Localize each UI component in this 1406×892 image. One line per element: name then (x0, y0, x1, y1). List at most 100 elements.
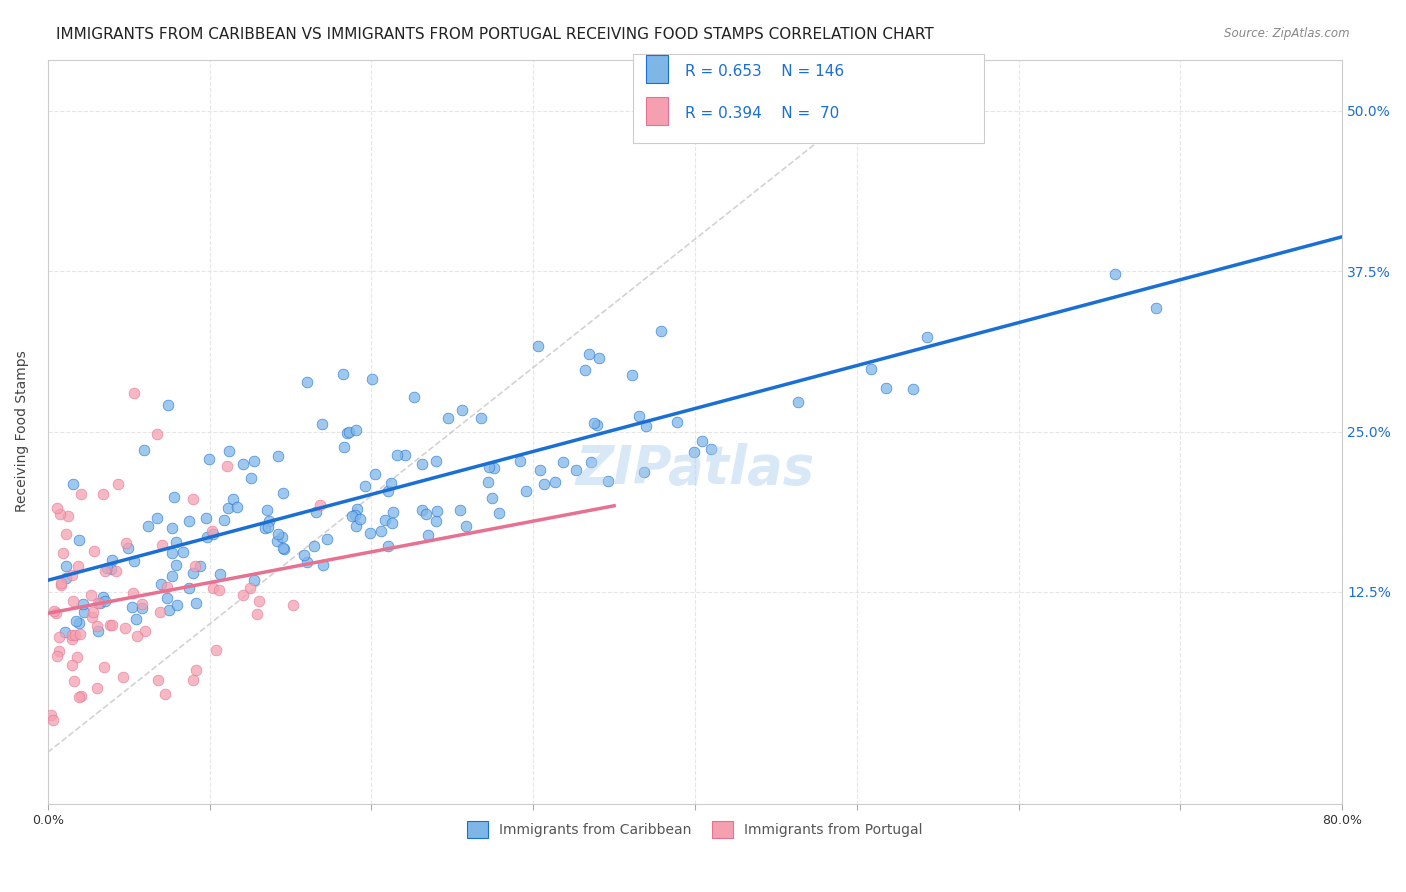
Immigrants from Caribbean (240, 471, 263, 485)
Immigrants from Portugal (55, 526, 77, 541)
Immigrants from Caribbean (343, 508, 366, 523)
Immigrants from Portugal (86, 681, 108, 696)
Immigrants from Caribbean (226, 500, 249, 514)
Immigrants from Portugal (122, 386, 145, 401)
Immigrants from Portugal (107, 476, 129, 491)
Immigrants from Portugal (63, 628, 86, 642)
Immigrants from Caribbean (381, 505, 404, 519)
Immigrants from Caribbean (509, 454, 531, 468)
Immigrants from Portugal (58, 508, 80, 523)
Immigrants from Caribbean (208, 566, 231, 581)
Immigrants from Caribbean (266, 533, 288, 548)
Immigrants from Portugal (111, 670, 134, 684)
Immigrants from Portugal (309, 498, 332, 512)
Immigrants from Caribbean (242, 573, 264, 587)
Immigrants from Portugal (42, 604, 65, 618)
Immigrants from Portugal (98, 618, 121, 632)
Immigrants from Caribbean (72, 597, 94, 611)
Immigrants from Caribbean (875, 381, 897, 395)
Immigrants from Caribbean (470, 411, 492, 425)
Immigrants from Caribbean (149, 577, 172, 591)
Immigrants from Caribbean (344, 423, 367, 437)
Immigrants from Caribbean (415, 507, 437, 521)
Immigrants from Caribbean (859, 362, 882, 376)
Immigrants from Portugal (41, 707, 63, 722)
Immigrants from Caribbean (620, 368, 643, 382)
Immigrants from Portugal (232, 588, 254, 602)
Immigrants from Caribbean (177, 514, 200, 528)
Immigrants from Portugal (202, 581, 225, 595)
Immigrants from Portugal (201, 524, 224, 539)
Immigrants from Portugal (87, 596, 110, 610)
Immigrants from Portugal (67, 690, 90, 704)
Immigrants from Caribbean (271, 541, 294, 555)
Immigrants from Caribbean (316, 532, 339, 546)
Immigrants from Caribbean (162, 521, 184, 535)
Immigrants from Caribbean (551, 455, 574, 469)
Immigrants from Caribbean (1144, 301, 1167, 315)
Immigrants from Caribbean (477, 475, 499, 489)
Immigrants from Portugal (49, 577, 72, 591)
Immigrants from Caribbean (184, 596, 207, 610)
Immigrants from Caribbean (915, 330, 938, 344)
Immigrants from Portugal (148, 673, 170, 688)
Immigrants from Caribbean (564, 463, 586, 477)
Immigrants from Caribbean (91, 590, 114, 604)
Immigrants from Caribbean (449, 503, 471, 517)
Immigrants from Caribbean (124, 611, 146, 625)
Immigrants from Portugal (239, 581, 262, 595)
Immigrants from Portugal (49, 507, 72, 521)
Immigrants from Portugal (60, 632, 83, 647)
Immigrants from Caribbean (65, 614, 87, 628)
Immigrants from Caribbean (94, 594, 117, 608)
Immigrants from Caribbean (256, 503, 278, 517)
Immigrants from Portugal (127, 630, 149, 644)
Immigrants from Portugal (60, 568, 83, 582)
Immigrants from Portugal (131, 597, 153, 611)
Immigrants from Caribbean (292, 548, 315, 562)
Immigrants from Caribbean (55, 625, 77, 640)
Immigrants from Portugal (83, 544, 105, 558)
Immigrants from Portugal (80, 609, 103, 624)
Immigrants from Caribbean (337, 425, 360, 439)
Immigrants from Caribbean (159, 603, 181, 617)
Immigrants from Caribbean (380, 476, 402, 491)
Immigrants from Caribbean (312, 558, 335, 573)
Immigrants from Caribbean (131, 601, 153, 615)
Immigrants from Portugal (70, 689, 93, 703)
Immigrants from Caribbean (411, 503, 433, 517)
Immigrants from Caribbean (266, 450, 288, 464)
Immigrants from Portugal (82, 605, 104, 619)
Immigrants from Caribbean (354, 478, 377, 492)
Immigrants from Portugal (181, 673, 204, 688)
Immigrants from Caribbean (628, 409, 651, 423)
Immigrants from Caribbean (67, 533, 90, 547)
Immigrants from Caribbean (336, 425, 359, 440)
Immigrants from Caribbean (157, 398, 180, 412)
Immigrants from Caribbean (586, 417, 609, 432)
Immigrants from Caribbean (163, 490, 186, 504)
Immigrants from Caribbean (101, 553, 124, 567)
Immigrants from Caribbean (377, 539, 399, 553)
Immigrants from Caribbean (332, 367, 354, 381)
Immigrants from Caribbean (488, 506, 510, 520)
Immigrants from Portugal (181, 491, 204, 506)
Immigrants from Portugal (69, 627, 91, 641)
Immigrants from Caribbean (634, 419, 657, 434)
Immigrants from Portugal (46, 501, 69, 516)
Immigrants from Caribbean (96, 561, 118, 575)
Immigrants from Portugal (46, 648, 69, 663)
Immigrants from Caribbean (650, 324, 672, 338)
Immigrants from Caribbean (381, 516, 404, 531)
Y-axis label: Receiving Food Stamps: Receiving Food Stamps (15, 351, 30, 513)
Immigrants from Portugal (65, 650, 87, 665)
Immigrants from Portugal (69, 486, 91, 500)
Immigrants from Caribbean (478, 460, 501, 475)
Immigrants from Portugal (48, 630, 70, 644)
Immigrants from Caribbean (297, 555, 319, 569)
Immigrants from Caribbean (194, 510, 217, 524)
Immigrants from Caribbean (451, 403, 474, 417)
Immigrants from Caribbean (232, 457, 254, 471)
Immigrants from Portugal (184, 559, 207, 574)
Immigrants from Caribbean (533, 477, 555, 491)
